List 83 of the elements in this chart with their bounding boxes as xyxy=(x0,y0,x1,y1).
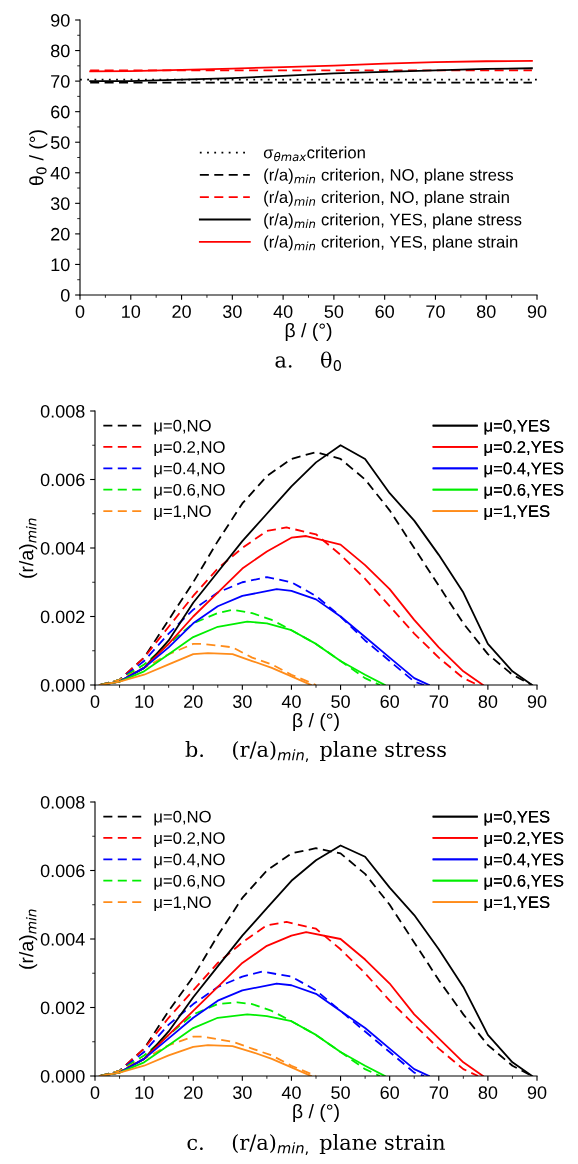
x-tick-label: 70 xyxy=(429,695,449,708)
x-tick-label: 20 xyxy=(172,305,191,318)
legend-label: μ=0.2,NO xyxy=(154,441,225,456)
x-tick-label: 50 xyxy=(331,695,350,708)
y-tick-label: 0.004 xyxy=(40,541,85,555)
legend-label: μ=0.2,YES xyxy=(484,832,564,847)
x-axis-title: β / (°) xyxy=(293,712,339,732)
y-tick-label: 0.002 xyxy=(40,1001,85,1015)
x-tick-label: 70 xyxy=(426,305,445,318)
x-tick-label: 0 xyxy=(90,1086,100,1099)
x-tick-label: 60 xyxy=(375,305,394,318)
legend-label: μ=0.4,YES xyxy=(484,853,564,869)
y-tick-label: 20 xyxy=(51,227,70,241)
y-tick-label: 0.006 xyxy=(40,473,85,487)
x-tick-label: 40 xyxy=(281,695,301,708)
x-tick-label: 80 xyxy=(478,695,498,708)
legend-label: μ=0,YES xyxy=(484,810,550,826)
legend-label: (r/a)$_{min}$ criterion, NO, plane stress xyxy=(264,168,514,185)
legend-label: μ=0.6,NO xyxy=(154,483,225,499)
y-tick-label: 0.008 xyxy=(40,404,85,418)
y-tick-label: 10 xyxy=(51,258,70,272)
x-tick-label: 40 xyxy=(281,1086,301,1099)
x-tick-label: 80 xyxy=(476,305,496,318)
legend-label: μ=1,YES xyxy=(484,505,550,521)
legend-label: μ=0.4,NO xyxy=(154,462,225,478)
x-tick-label: 40 xyxy=(273,305,293,318)
legend-label: μ=0.6,NO xyxy=(154,874,225,890)
legend-label: (r/a)$_{min}$ criterion, YES, plane strain xyxy=(264,235,518,252)
text: c. (r/a)$_{min,}$ plane strain xyxy=(187,1133,445,1155)
y-tick-label: 0.000 xyxy=(40,678,85,692)
legend-label: μ=0.6,YES xyxy=(484,483,564,499)
text: b. (r/a)$_{min,}$ plane stress xyxy=(185,740,446,762)
x-tick-label: 90 xyxy=(527,305,547,318)
y-tick-label: 30 xyxy=(50,197,70,211)
y-tick-label: 0.008 xyxy=(40,795,85,809)
x-tick-label: 90 xyxy=(527,1086,547,1099)
legend-label: μ=0,NO xyxy=(154,810,211,826)
x-tick-label: 30 xyxy=(222,305,242,318)
legend-label: μ=0.4,YES xyxy=(484,462,564,478)
x-tick-label: 20 xyxy=(184,695,203,708)
y-tick-label: 40 xyxy=(50,166,70,180)
legend-label: μ=0.2,NO xyxy=(154,832,225,847)
legend-label: μ=0.4,NO xyxy=(154,853,225,869)
x-tick-label: 30 xyxy=(232,1086,252,1099)
y-tick-label: 70 xyxy=(51,75,70,88)
x-tick-label: 90 xyxy=(527,695,547,708)
y-tick-label: 0 xyxy=(60,288,70,302)
legend-label: σ$_{θmax}$criterion xyxy=(263,146,365,162)
y-axis-title: θ$_{0}$ / (°) xyxy=(29,130,48,186)
legend-label: μ=0.6,YES xyxy=(484,874,564,890)
y-tick-label: 0.000 xyxy=(40,1069,85,1083)
legend-label: μ=1,NO xyxy=(154,505,211,521)
x-tick-label: 60 xyxy=(380,1086,399,1099)
x-axis-title: β / (°) xyxy=(293,1103,339,1123)
legend-label: (r/a)$_{min}$ criterion, YES, plane stress xyxy=(264,213,522,229)
y-axis-title: (r/a)$_{min}$ xyxy=(19,518,38,578)
y-tick-label: 50 xyxy=(50,136,70,149)
legend-label: μ=0,YES xyxy=(484,419,550,435)
x-axis-title: β / (°) xyxy=(285,322,332,342)
x-tick-label: 60 xyxy=(380,695,399,708)
y-axis-title: (r/a)$_{min}$ xyxy=(19,909,38,969)
text: a. θ$_{0}$ xyxy=(275,351,342,372)
y-tick-label: 0.006 xyxy=(40,864,85,878)
y-tick-label: 60 xyxy=(51,105,70,119)
x-tick-label: 80 xyxy=(478,1086,498,1099)
x-tick-label: 50 xyxy=(324,305,344,318)
legend-label: μ=1,YES xyxy=(484,896,550,912)
x-tick-label: 70 xyxy=(429,1086,449,1099)
x-tick-label: 10 xyxy=(122,305,141,318)
x-tick-label: 0 xyxy=(90,695,100,708)
y-tick-label: 80 xyxy=(50,44,70,58)
y-tick-label: 90 xyxy=(51,13,70,27)
y-tick-label: 0.002 xyxy=(40,610,85,624)
x-tick-label: 10 xyxy=(135,1086,154,1099)
legend-label: μ=0.2,YES xyxy=(484,441,564,456)
x-tick-label: 50 xyxy=(331,1086,350,1099)
x-tick-label: 30 xyxy=(232,695,252,708)
legend-label: μ=1,NO xyxy=(154,896,211,912)
legend-label: μ=0,NO xyxy=(154,419,211,435)
x-tick-label: 10 xyxy=(135,695,154,708)
x-tick-label: 20 xyxy=(184,1086,203,1099)
y-tick-label: 0.004 xyxy=(40,932,85,946)
legend-label: (r/a)$_{min}$ criterion, NO, plane strain xyxy=(264,190,509,207)
